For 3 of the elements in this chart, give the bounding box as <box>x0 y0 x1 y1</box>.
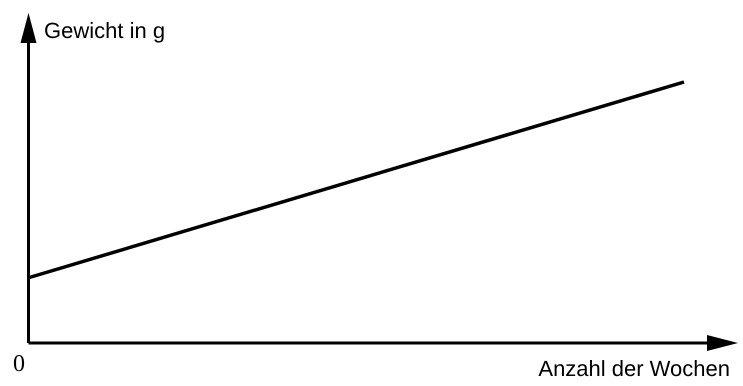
text: 0 <box>13 351 25 377</box>
y-axis-title: Gewicht in g <box>44 18 166 43</box>
x-axis-title: Anzahl der Wochen <box>538 356 730 381</box>
